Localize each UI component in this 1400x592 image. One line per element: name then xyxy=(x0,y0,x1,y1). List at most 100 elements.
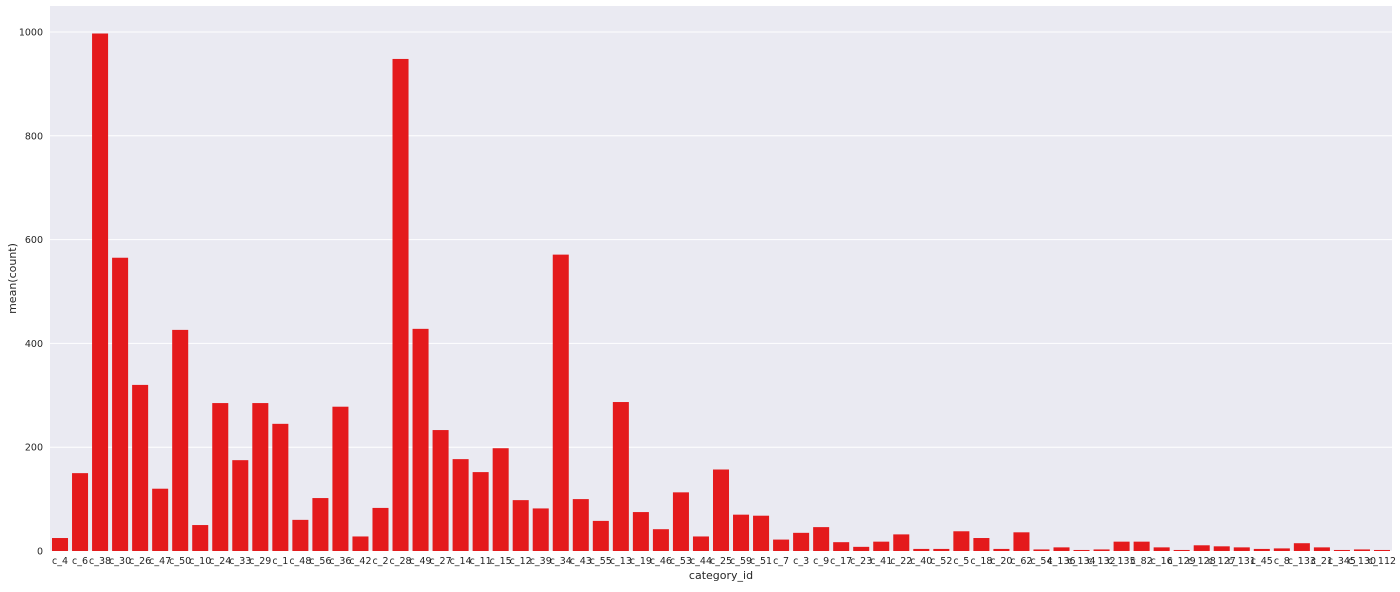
y-tick-labels: 0 200 400 600 800 1000 xyxy=(19,27,43,557)
bar-c-28 xyxy=(392,58,409,551)
x-tick-label: c_29 xyxy=(249,556,271,567)
x-tick-label: c_6 xyxy=(72,556,88,567)
x-tick-label: c_27 xyxy=(430,556,452,567)
x-tick-label: c_18 xyxy=(970,556,992,567)
bar-c-43 xyxy=(572,499,589,551)
bar-c-39 xyxy=(532,508,549,551)
bar-c-6 xyxy=(72,473,89,551)
bar-c-56 xyxy=(312,498,329,551)
bar-c-1 xyxy=(272,423,289,551)
bar-c-45 xyxy=(1253,548,1270,551)
bar-c-82 xyxy=(1133,541,1150,551)
bar-c-21 xyxy=(1313,547,1330,551)
x-tick-label: c_24 xyxy=(209,556,231,567)
bar-c-133 xyxy=(1293,543,1310,551)
y-tick-label: 200 xyxy=(25,443,43,454)
x-tick-label: c_50 xyxy=(169,556,191,567)
x-tick-label: c_52 xyxy=(930,556,952,567)
x-tick-label: c_36 xyxy=(329,556,351,567)
x-tick-label: c_17 xyxy=(830,556,852,567)
x-tick-label: c_54 xyxy=(1030,556,1052,567)
bar-c-16 xyxy=(1153,547,1170,551)
bar-c-25 xyxy=(712,469,730,551)
x-tick-label: c_9 xyxy=(813,556,829,567)
x-tick-label: c_30 xyxy=(109,556,131,567)
bar-c-59 xyxy=(733,514,750,551)
x-tick-label: c_23 xyxy=(850,556,872,567)
x-tick-label: c_130 xyxy=(1348,556,1376,567)
bar-c-2 xyxy=(372,507,389,551)
x-tick-label: c_26 xyxy=(129,556,151,567)
bar-c-131 xyxy=(1233,547,1250,551)
x-tick-label: c_49 xyxy=(410,556,432,567)
x-tick-label: c_59 xyxy=(730,556,752,567)
x-tick-label: c_48 xyxy=(289,556,311,567)
bar-c-11 xyxy=(472,472,489,551)
x-tick-label: c_15 xyxy=(490,556,512,567)
bar-c-26 xyxy=(132,384,149,551)
bar-c-51 xyxy=(753,515,770,551)
x-tick-label: c_7 xyxy=(773,556,789,567)
bar-c-4 xyxy=(52,538,69,551)
x-tick-label: c_14 xyxy=(450,556,472,567)
x-tick-label: c_128 xyxy=(1188,556,1216,567)
bar-c-55 xyxy=(592,520,609,551)
x-tick-label: c_41 xyxy=(870,556,892,567)
bar-c-17 xyxy=(833,542,850,551)
bar-c-13 xyxy=(612,402,629,551)
x-tick-label: c_5 xyxy=(953,556,969,567)
bar-c-52 xyxy=(933,548,950,551)
bar-c-41 xyxy=(873,541,890,551)
x-tick-label: c_3 xyxy=(793,556,809,567)
x-tick-label: c_4 xyxy=(52,556,68,567)
x-tick-label: c_136 xyxy=(1047,556,1075,567)
x-tick-label: c_56 xyxy=(309,556,331,567)
bar-c-44 xyxy=(692,536,709,551)
x-tick-label: c_55 xyxy=(590,556,612,567)
x-tick-label: c_19 xyxy=(630,556,652,567)
x-tick-label: c_39 xyxy=(530,556,552,567)
x-tick-label: c_25 xyxy=(710,556,732,567)
x-tick-label: c_132 xyxy=(1088,556,1116,567)
x-tick-label: c_45 xyxy=(1251,556,1273,567)
bar-c-18 xyxy=(973,538,990,551)
x-tick-label: c_62 xyxy=(1010,556,1032,567)
y-tick-label: 400 xyxy=(25,339,43,350)
x-tick-label: c_13 xyxy=(610,556,632,567)
bar-c-7 xyxy=(773,539,790,551)
bar-c-345 xyxy=(1333,549,1350,551)
x-tick-label: c_16 xyxy=(1151,556,1173,567)
x-tick-labels: c_4 c_6 c_38c_30c_26c_47c_50c_10c_24c_33c_… xyxy=(52,556,1396,567)
x-tick-label: c_53 xyxy=(670,556,692,567)
x-tick-label: c_44 xyxy=(690,556,712,567)
bar-c-50 xyxy=(172,329,189,551)
x-tick-label: c_21 xyxy=(1311,556,1333,567)
bar-c-23 xyxy=(853,546,870,551)
x-tick-label: c_10 xyxy=(189,556,211,567)
bar-c-19 xyxy=(632,512,649,551)
x-tick-label: c_11 xyxy=(470,556,492,567)
y-tick-label: 600 xyxy=(25,235,43,246)
bar-c-12 xyxy=(512,500,529,551)
bar-c-127 xyxy=(1213,546,1230,551)
bar-c-136 xyxy=(1053,547,1070,551)
bar-c-46 xyxy=(652,529,669,551)
bar-c-15 xyxy=(492,448,509,551)
x-tick-label: c_46 xyxy=(650,556,672,567)
x-tick-label: c_20 xyxy=(990,556,1012,567)
bar-c-47 xyxy=(152,488,169,551)
bar-c-27 xyxy=(432,430,449,551)
x-tick-label: c_135 xyxy=(1108,556,1136,567)
x-tick-label: c_51 xyxy=(750,556,772,567)
bar-c-10 xyxy=(192,525,209,551)
bar-c-8 xyxy=(1273,548,1290,551)
bar-c-36 xyxy=(332,406,349,551)
bar-c-42 xyxy=(352,536,369,551)
y-tick-label: 800 xyxy=(25,131,43,142)
x-tick-label: c_129 xyxy=(1168,556,1196,567)
x-tick-label: c_40 xyxy=(910,556,932,567)
bar-c-29 xyxy=(252,403,269,551)
bar-c-128 xyxy=(1193,545,1210,551)
